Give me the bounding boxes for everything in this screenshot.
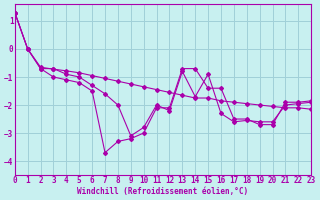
X-axis label: Windchill (Refroidissement éolien,°C): Windchill (Refroidissement éolien,°C): [77, 187, 249, 196]
